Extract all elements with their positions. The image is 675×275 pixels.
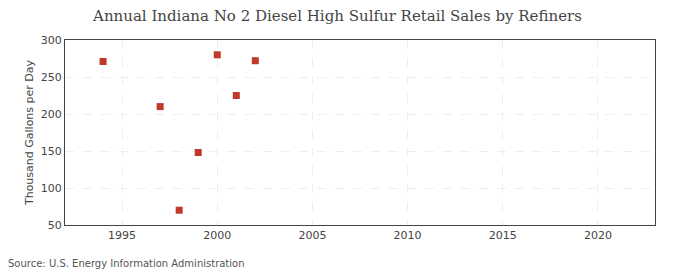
svg-text:150: 150 <box>41 145 62 158</box>
svg-text:50: 50 <box>48 219 62 232</box>
svg-text:2010: 2010 <box>394 229 422 242</box>
svg-text:2000: 2000 <box>203 229 231 242</box>
svg-text:2015: 2015 <box>489 229 517 242</box>
svg-text:Thousand Gallons per Day: Thousand Gallons per Day <box>23 59 36 206</box>
svg-text:2020: 2020 <box>584 229 612 242</box>
svg-text:Annual Indiana No 2 Diesel Hig: Annual Indiana No 2 Diesel High Sulfur R… <box>92 7 582 25</box>
svg-text:2005: 2005 <box>298 229 326 242</box>
svg-text:1995: 1995 <box>108 229 136 242</box>
svg-text:250: 250 <box>41 71 62 84</box>
svg-text:100: 100 <box>41 182 62 195</box>
svg-text:200: 200 <box>41 108 62 121</box>
svg-text:Source: U.S. Energy Informatio: Source: U.S. Energy Information Administ… <box>8 258 245 269</box>
svg-text:300: 300 <box>41 34 62 47</box>
